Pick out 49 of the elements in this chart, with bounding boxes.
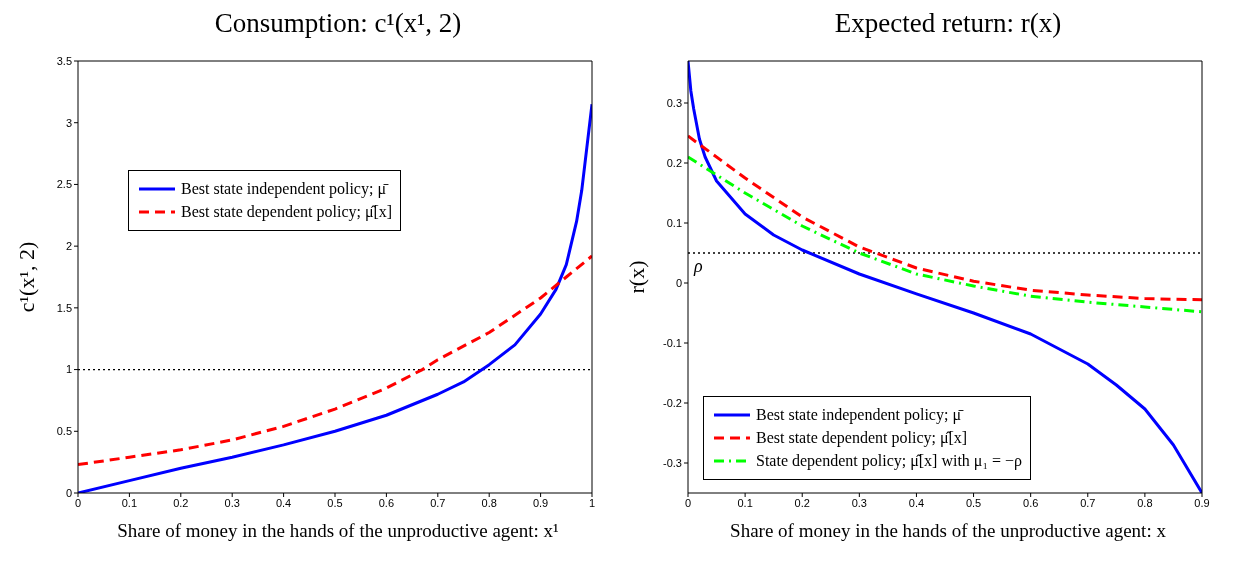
x-tick-label: 0 — [74, 496, 82, 509]
y-tick-label: 3.5 — [56, 54, 72, 67]
x-tick-label: 0.6 — [378, 496, 395, 509]
x-axis-title: Share of money in the hands of the unproductive agent: x¹ — [116, 520, 560, 542]
legend-label: Best state dependent policy; μ̂[x] — [181, 203, 393, 221]
y-tick-label: -0.3 — [663, 456, 682, 469]
x-tick-label: 0 — [684, 496, 692, 509]
y-tick-label: 0.5 — [56, 425, 72, 438]
y-tick-label: 0.3 — [666, 96, 682, 109]
y-tick-label: 1 — [65, 363, 72, 376]
x-tick-label: 0.3 — [851, 496, 867, 509]
y-tick-label: 2 — [65, 240, 72, 253]
x-axis-title: Share of money in the hands of the unproductive agent: x — [729, 520, 1167, 542]
x-tick-label: 0.5 — [327, 496, 343, 509]
x-tick-label: 0.4 — [908, 496, 925, 509]
chart-title: Expected return: r(x) — [833, 8, 1063, 40]
x-tick-label: 0.1 — [121, 496, 138, 509]
y-axis-title: r(x) — [623, 260, 649, 294]
x-tick-label: 0.1 — [737, 496, 753, 509]
y-tick-label: 0.1 — [666, 216, 682, 229]
x-tick-label: 0.7 — [1080, 496, 1096, 509]
chart-title: Consumption: c¹(x¹, 2) — [213, 8, 463, 40]
x-tick-label: 0.6 — [1023, 496, 1039, 509]
x-tick-label: 0.2 — [794, 496, 810, 509]
x-tick-label: 0.3 — [224, 496, 240, 509]
line-series — [688, 155, 1202, 314]
x-tick-label: 0.8 — [481, 496, 497, 509]
legend-label: State dependent policy; μ̂[x] with μ₁ = −ρ — [756, 452, 1023, 470]
x-tick-label: 0.7 — [430, 496, 446, 509]
x-tick-label: 0.2 — [173, 496, 189, 509]
y-tick-label: 3 — [65, 116, 72, 129]
x-tick-label: 0.8 — [1137, 496, 1153, 509]
y-tick-label: 2.5 — [56, 178, 72, 191]
x-tick-label: 0.5 — [965, 496, 982, 509]
x-tick-label: 0.9 — [1194, 496, 1210, 509]
y-tick-label: -0.1 — [663, 336, 682, 349]
y-tick-label: 1.5 — [56, 301, 72, 314]
x-tick-label: 1 — [588, 496, 596, 509]
y-tick-label: 0.2 — [666, 156, 682, 169]
line-series — [688, 134, 1202, 302]
y-tick-label: 0 — [65, 486, 72, 499]
x-tick-label: 0.9 — [532, 496, 549, 509]
y-tick-label: 0 — [675, 276, 682, 289]
y-axis-title: c¹(x¹, 2) — [13, 241, 39, 313]
ref-line-label: ρ — [693, 255, 703, 276]
x-tick-label: 0.4 — [275, 496, 292, 509]
line-series — [78, 254, 592, 467]
legend-label: Best state dependent policy; μ̂[x] — [756, 429, 968, 447]
y-tick-label: -0.2 — [663, 396, 682, 409]
